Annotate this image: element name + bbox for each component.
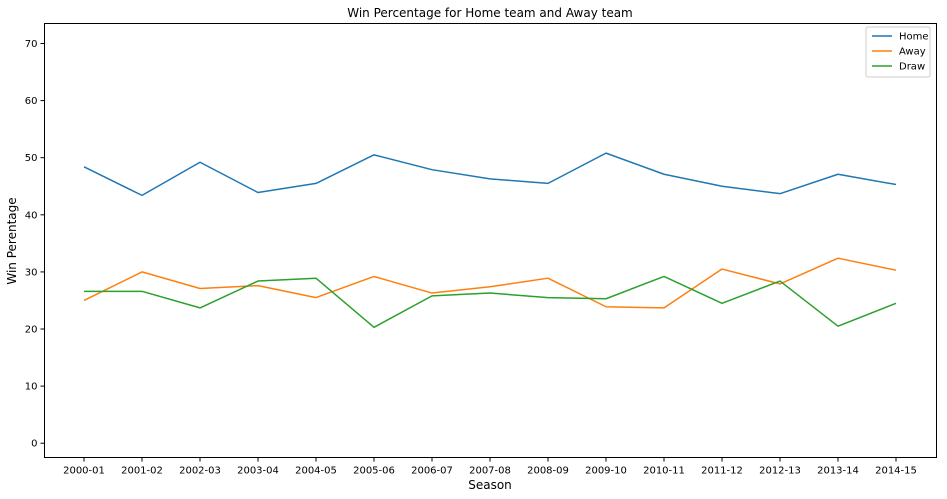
legend-box [865, 26, 931, 78]
legend-label-home: Home [899, 32, 929, 43]
series-line-home [83, 152, 897, 197]
plot-area [44, 23, 937, 458]
y-tick-label: 70 [25, 39, 38, 50]
x-tick-label: 2009-10 [585, 466, 627, 477]
x-tick-label: 2007-08 [469, 466, 511, 477]
legend: Home Away Draw [865, 26, 931, 78]
y-axis-label: Win Perentage [5, 197, 19, 284]
chart-title: Win Percentage for Home team and Away te… [347, 6, 633, 20]
x-tick-label: 2004-05 [295, 466, 337, 477]
x-tick-label: 2006-07 [411, 466, 453, 477]
x-tick-label: 2000-01 [63, 466, 105, 477]
y-tick-label: 20 [25, 325, 38, 336]
x-tick-label: 2011-12 [701, 466, 743, 477]
y-tick-label: 40 [25, 210, 38, 221]
legend-label-draw: Draw [899, 62, 925, 73]
y-tick-label: 60 [25, 96, 38, 107]
x-tick-label: 2005-06 [353, 466, 395, 477]
x-axis: 2000-01 2001-02 2002-03 2003-04 2004-05 2005-… [63, 457, 917, 477]
y-axis: 0 10 20 30 40 50 60 70 [25, 39, 45, 450]
y-tick-label: 30 [25, 267, 38, 278]
x-tick-label: 2013-14 [817, 466, 859, 477]
series-line-away [83, 257, 897, 309]
x-tick-label: 2012-13 [759, 466, 801, 477]
x-tick-label: 2010-11 [643, 466, 685, 477]
series-line-draw [84, 275, 897, 329]
x-axis-label: Season [468, 478, 512, 492]
plot-frame [44, 23, 937, 458]
series-layer [83, 152, 897, 329]
x-tick-label: 2014-15 [875, 466, 917, 477]
x-tick-label: 2003-04 [237, 466, 279, 477]
x-tick-label: 2001-02 [121, 466, 163, 477]
x-tick-label: 2008-09 [527, 466, 569, 477]
x-tick-label: 2002-03 [179, 466, 221, 477]
y-tick-label: 10 [25, 382, 38, 393]
y-tick-label: 0 [31, 439, 37, 450]
y-tick-label: 50 [25, 153, 38, 164]
legend-label-away: Away [899, 47, 926, 58]
